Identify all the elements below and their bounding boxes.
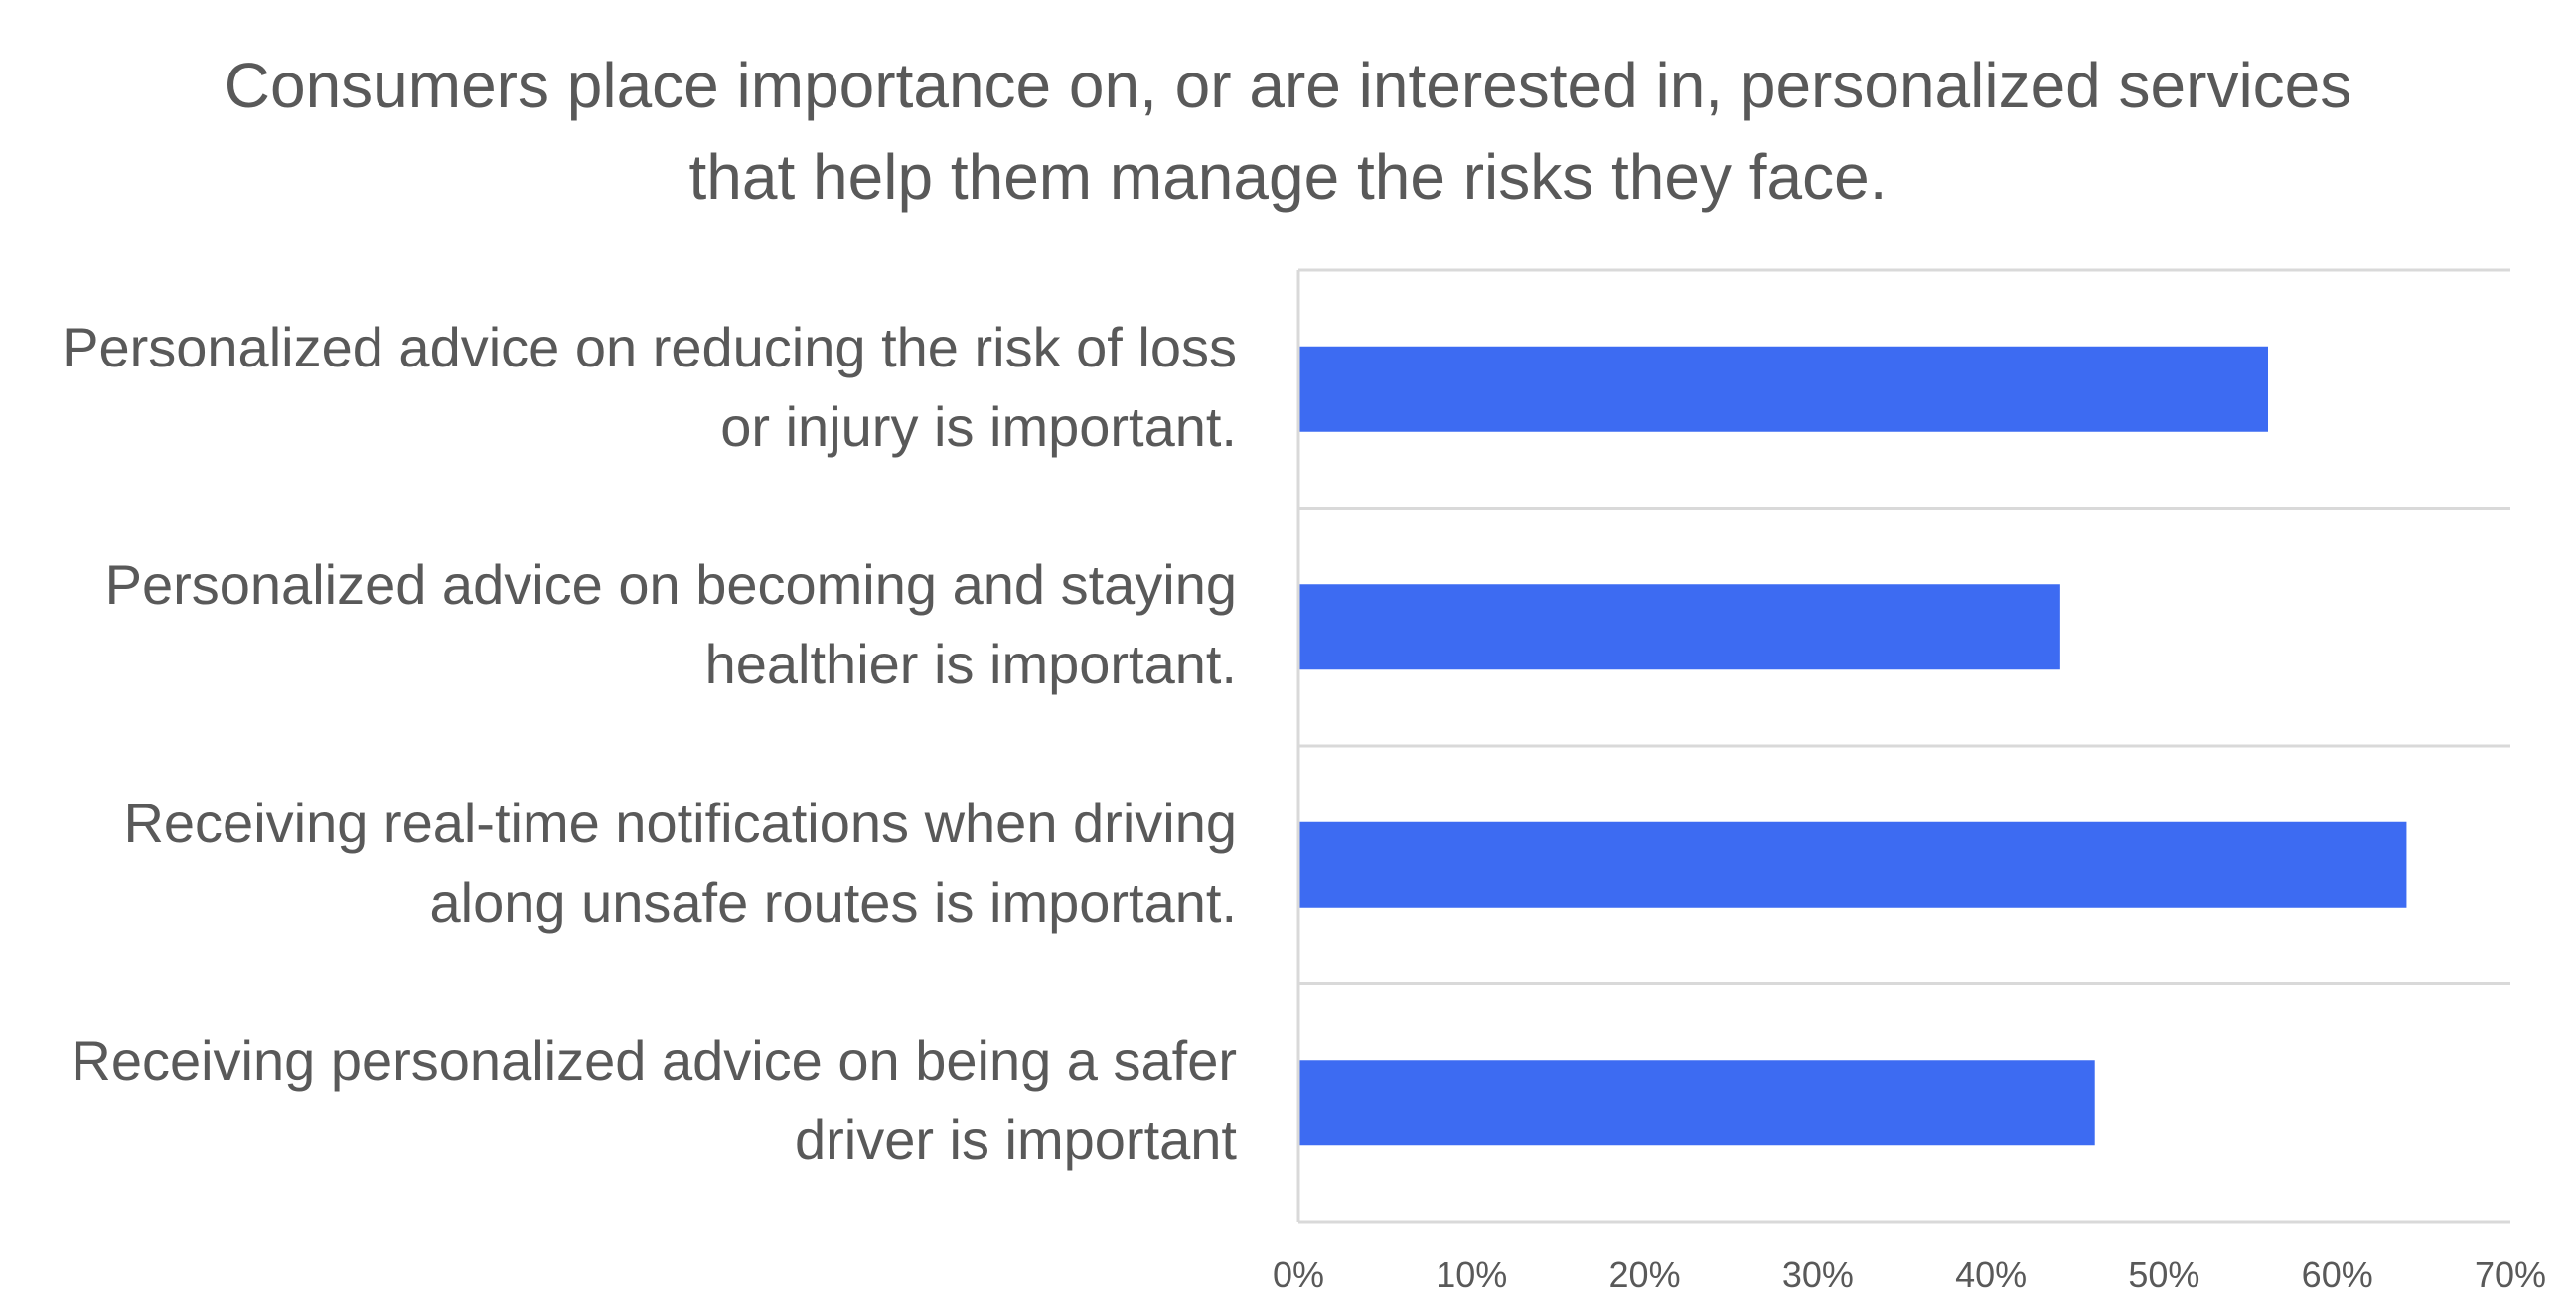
bar xyxy=(1299,346,2268,432)
x-tick-label: 10% xyxy=(1436,1254,1507,1295)
category-label: Receiving personalized advice on being a… xyxy=(71,1029,1237,1172)
x-tick-label: 0% xyxy=(1273,1254,1324,1295)
bars xyxy=(1299,346,2407,1146)
axes xyxy=(1296,270,2510,1224)
x-tick-labels: 0% 10% 20% 30% 40% 50% 60% 70% xyxy=(1273,1254,2546,1295)
x-tick-label: 60% xyxy=(2302,1254,2373,1295)
category-label: Personalized advice on reducing the risk… xyxy=(62,315,1237,458)
category-label: Receiving real-time notifications when d… xyxy=(123,791,1237,934)
chart-title: Consumers place importance on, or are in… xyxy=(224,50,2352,213)
bar xyxy=(1299,821,2407,908)
x-tick-label: 50% xyxy=(2128,1254,2199,1295)
bar xyxy=(1299,584,2060,670)
x-tick-label: 40% xyxy=(1955,1254,2027,1295)
category-label: Personalized advice on becoming and stay… xyxy=(104,553,1237,696)
x-tick-label: 30% xyxy=(1782,1254,1854,1295)
x-tick-label: 70% xyxy=(2475,1254,2546,1295)
x-tick-label: 20% xyxy=(1609,1254,1681,1295)
gridlines xyxy=(1298,268,2510,985)
bar xyxy=(1299,1060,2095,1146)
